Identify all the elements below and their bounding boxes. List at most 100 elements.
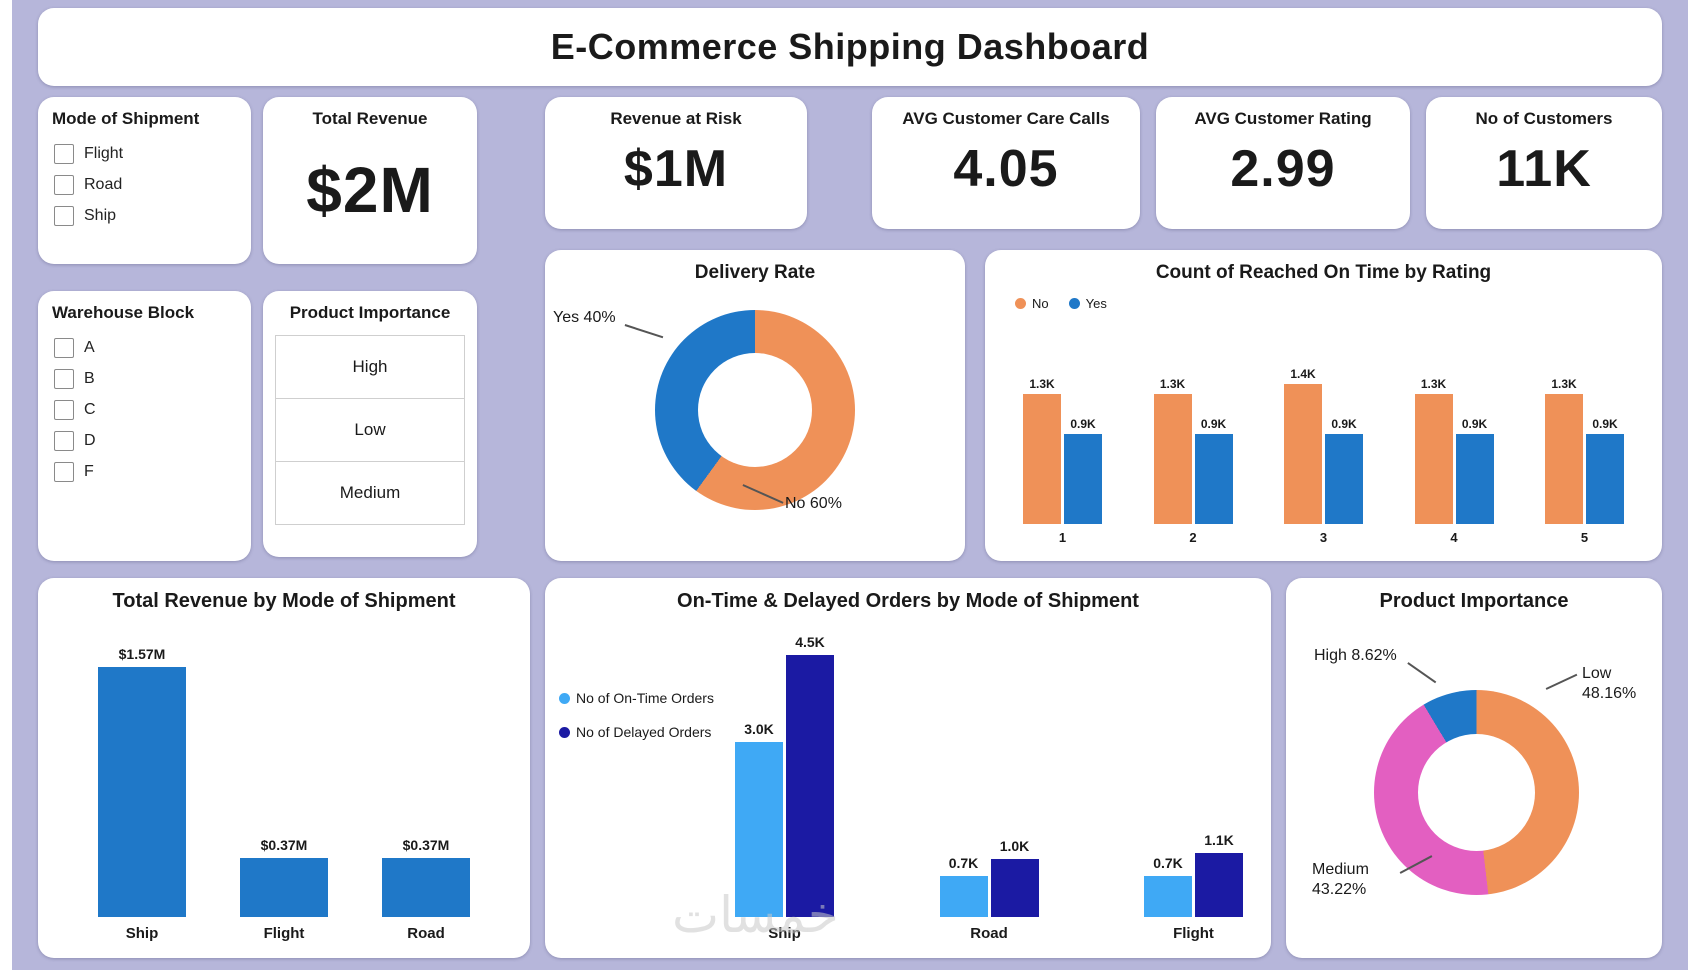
bar-group: 0.7K 1.1K Flight <box>1144 832 1243 942</box>
orders-by-mode-chart-card: On-Time & Delayed Orders by Mode of Ship… <box>545 578 1271 958</box>
checkbox-label: C <box>84 401 96 418</box>
checkbox-label: D <box>84 432 96 449</box>
bar-value-label: $0.37M <box>402 837 450 854</box>
checkbox-option-flight[interactable]: Flight <box>54 144 251 164</box>
slicer-item-high[interactable]: High <box>276 336 464 399</box>
bar[interactable] <box>1064 434 1102 524</box>
product-importance-list: High Low Medium <box>275 335 465 525</box>
slicer-title: Warehouse Block <box>52 303 195 322</box>
donut-callout-no: No 60% <box>785 495 842 512</box>
bar[interactable] <box>1153 394 1192 524</box>
checkbox-label: Flight <box>84 145 124 162</box>
bar-group: 1.3K 0.9K 5 <box>1545 377 1624 545</box>
delivery-rate-chart-card: Delivery Rate Yes 40% No 60% <box>545 250 965 561</box>
bar[interactable] <box>735 742 783 917</box>
bar-value-label: 0.9K <box>1070 417 1096 431</box>
bar[interactable] <box>1414 394 1453 524</box>
bar[interactable] <box>1545 394 1583 524</box>
bar-value-label: 0.9K <box>1461 417 1488 431</box>
checkbox-icon[interactable] <box>54 144 74 164</box>
bar[interactable] <box>1144 876 1192 917</box>
bar[interactable] <box>1455 434 1494 524</box>
legend-item-on-time[interactable]: No of On-Time Orders <box>559 690 714 706</box>
mode-of-shipment-slicer: Mode of Shipment Flight Road Ship <box>38 97 251 264</box>
legend-item-delayed[interactable]: No of Delayed Orders <box>559 724 714 740</box>
legend-item-yes[interactable]: Yes <box>1068 296 1107 311</box>
bar[interactable] <box>786 655 834 917</box>
bar-group: 1.3K 0.9K 4 <box>1414 377 1494 545</box>
bar-value-label: 1.3K <box>1420 377 1447 391</box>
checkbox-icon[interactable] <box>54 338 74 358</box>
bar[interactable] <box>1194 434 1233 524</box>
checkbox-option-f[interactable]: F <box>54 462 251 482</box>
checkbox-option-c[interactable]: C <box>54 400 251 420</box>
bar[interactable] <box>990 858 1039 917</box>
checkbox-option-a[interactable]: A <box>54 338 251 358</box>
checkbox-icon[interactable] <box>54 462 74 482</box>
checkbox-option-b[interactable]: B <box>54 369 251 389</box>
bar-value-label: 1.3K <box>1159 377 1186 391</box>
bar[interactable] <box>1325 434 1363 524</box>
x-axis-label: 5 <box>1580 530 1589 545</box>
bar-group: 0.7K 1.0K Road <box>939 838 1039 942</box>
kpi-value: $2M <box>306 154 434 226</box>
checkbox-option-road[interactable]: Road <box>54 175 251 195</box>
slicer-item-medium[interactable]: Medium <box>339 483 401 502</box>
bar-value-label: 0.9K <box>1592 417 1618 431</box>
checkbox-icon[interactable] <box>54 400 74 420</box>
leader-line <box>1545 673 1578 690</box>
legend-label: No <box>1032 296 1049 311</box>
bar-value-label: 0.9K <box>1200 417 1227 431</box>
checkbox-option-d[interactable]: D <box>54 431 251 451</box>
bar[interactable] <box>1284 384 1322 524</box>
warehouse-block-slicer: Warehouse Block A B C D F <box>38 291 251 561</box>
x-axis-label: Road <box>970 925 1008 942</box>
bar-value-label: 1.1K <box>1204 832 1234 848</box>
reached-on-time-chart-card: Count of Reached On Time by Rating No Ye… <box>985 250 1662 561</box>
chart-title: Product Importance <box>1379 590 1569 612</box>
kpi-value: $1M <box>623 140 729 198</box>
checkbox-option-ship[interactable]: Ship <box>54 206 251 226</box>
bar[interactable] <box>1195 853 1243 917</box>
checkbox-label: B <box>84 370 95 387</box>
dashboard-title: E-Commerce Shipping Dashboard <box>550 26 1150 67</box>
checkbox-icon[interactable] <box>54 431 74 451</box>
kpi-label: AVG Customer Care Calls <box>902 109 1110 128</box>
bar[interactable] <box>382 858 470 917</box>
title-card: E-Commerce Shipping Dashboard <box>38 8 1662 86</box>
x-axis-label: 1 <box>1058 530 1067 545</box>
bar-group: $1.57M Ship <box>98 646 186 942</box>
bar[interactable] <box>240 858 328 917</box>
chart-title: Total Revenue by Mode of Shipment <box>112 590 456 612</box>
checkbox-icon[interactable] <box>54 175 74 195</box>
delivery-rate-donut[interactable] <box>655 310 855 510</box>
bar[interactable] <box>98 667 186 917</box>
bar[interactable] <box>939 876 988 917</box>
bar[interactable] <box>1023 394 1061 524</box>
bar-chart-plot: $1.57M Ship $0.37M Flight $0.37M Road <box>98 646 470 942</box>
leader-line <box>624 324 664 338</box>
kpi-label: Total Revenue <box>312 109 428 128</box>
kpi-total-revenue: Total Revenue $2M <box>263 97 477 264</box>
leader-line <box>1407 662 1437 683</box>
bar[interactable] <box>1586 434 1624 524</box>
chart-title: Delivery Rate <box>694 262 816 283</box>
slicer-title: Product Importance <box>289 303 451 322</box>
checkbox-icon[interactable] <box>54 206 74 226</box>
bar-value-label: 4.5K <box>795 634 825 650</box>
slicer-item-low[interactable]: Low <box>276 399 464 462</box>
legend-label: No of Delayed Orders <box>576 724 712 740</box>
legend-dot-icon <box>1015 298 1026 309</box>
bar-value-label: 1.3K <box>1029 377 1055 391</box>
product-importance-donut[interactable] <box>1374 690 1579 895</box>
bar-group: 1.3K 0.9K 2 <box>1153 377 1233 545</box>
x-axis-label: Ship <box>125 925 159 942</box>
kpi-avg-care-calls: AVG Customer Care Calls 4.05 <box>872 97 1140 229</box>
checkbox-label: F <box>84 463 94 480</box>
legend: No of On-Time Orders No of Delayed Order… <box>559 690 714 740</box>
product-importance-slicer: Product Importance High Low Medium <box>263 291 477 557</box>
kpi-value: 4.05 <box>953 140 1059 198</box>
checkbox-icon[interactable] <box>54 369 74 389</box>
kpi-revenue-at-risk: Revenue at Risk $1M <box>545 97 807 229</box>
legend-item-no[interactable]: No <box>1015 296 1049 311</box>
